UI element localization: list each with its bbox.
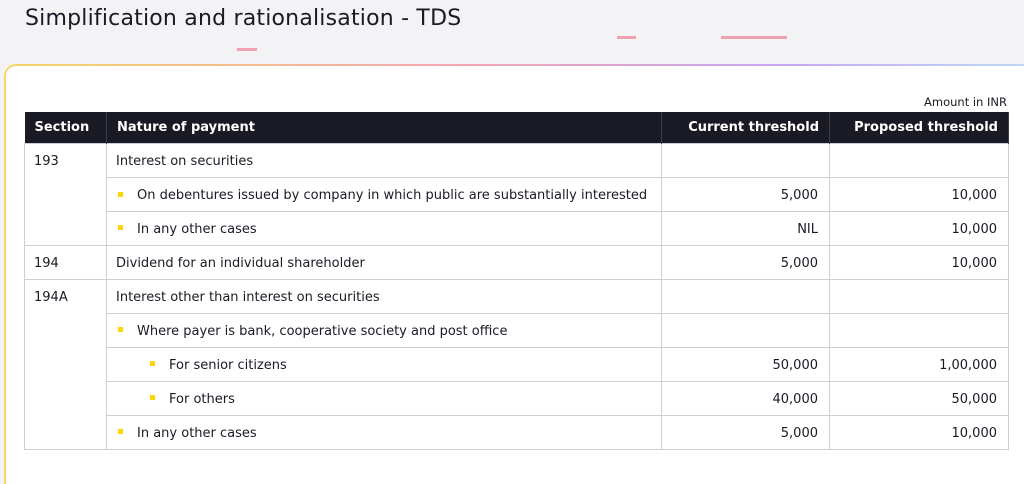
current-cell: 5,000	[661, 415, 830, 450]
proposed-cell: 1,00,000	[829, 347, 1009, 382]
proposed-cell: 50,000	[829, 381, 1009, 416]
bullet-icon	[118, 192, 123, 197]
bullet-icon	[118, 225, 123, 230]
current-cell: 50,000	[661, 347, 830, 382]
nature-cell: Interest on securities	[106, 143, 662, 178]
tds-threshold-table: Section Nature of payment Current thresh…	[24, 112, 1009, 450]
nature-cell: For senior citizens	[106, 347, 662, 382]
table-row: In any other cases 5,000 10,000	[25, 415, 1009, 450]
nature-cell: Interest other than interest on securiti…	[106, 279, 662, 314]
table-header-row: Section Nature of payment Current thresh…	[24, 112, 1009, 144]
header-nature: Nature of payment	[106, 112, 662, 144]
nature-cell: In any other cases	[106, 415, 662, 450]
currency-note: Amount in INR	[924, 95, 1007, 109]
section-cell: 194A	[24, 279, 107, 450]
current-cell: 5,000	[661, 245, 830, 280]
table-row: Where payer is bank, cooperative society…	[25, 313, 1009, 348]
nature-cell: On debentures issued by company in which…	[106, 177, 662, 212]
current-cell	[661, 279, 830, 314]
bullet-icon	[118, 327, 123, 332]
current-cell: NIL	[661, 211, 830, 246]
nature-text: On debentures issued by company in which…	[137, 188, 648, 203]
decor-dash	[617, 36, 636, 39]
proposed-cell: 10,000	[829, 415, 1009, 450]
table-row: 194A Interest other than interest on sec…	[24, 279, 1009, 450]
section-cell: 194	[24, 245, 107, 280]
nature-cell: In any other cases	[106, 211, 662, 246]
section-cell: 193	[24, 143, 107, 246]
proposed-cell	[829, 313, 1009, 348]
nature-text: In any other cases	[137, 426, 257, 441]
table-row: 194 Dividend for an individual sharehold…	[24, 245, 1009, 280]
proposed-cell: 10,000	[829, 211, 1009, 246]
nature-text: In any other cases	[137, 222, 257, 237]
proposed-cell: 10,000	[829, 177, 1009, 212]
table-row: For others 40,000 50,000	[25, 381, 1009, 416]
nature-text: Where payer is bank, cooperative society…	[137, 324, 508, 339]
table-row: For senior citizens 50,000 1,00,000	[25, 347, 1009, 382]
proposed-cell: 10,000	[829, 245, 1009, 280]
header-current-threshold: Current threshold	[661, 112, 830, 144]
current-cell	[661, 313, 830, 348]
nature-cell: Dividend for an individual shareholder	[106, 245, 662, 280]
current-cell	[661, 143, 830, 178]
page-title: Simplification and rationalisation - TDS	[25, 6, 462, 31]
nature-cell: Where payer is bank, cooperative society…	[106, 313, 662, 348]
header-section: Section	[24, 112, 107, 144]
table-row: On debentures issued by company in which…	[25, 177, 1009, 212]
proposed-cell	[829, 279, 1009, 314]
current-cell: 40,000	[661, 381, 830, 416]
nature-cell: For others	[106, 381, 662, 416]
bullet-icon	[150, 395, 155, 400]
table-row: In any other cases NIL 10,000	[25, 211, 1009, 246]
bullet-icon	[150, 361, 155, 366]
panel-gradient-border	[16, 64, 1024, 66]
decor-dash	[237, 48, 257, 51]
nature-text: For others	[169, 392, 235, 407]
current-cell: 5,000	[661, 177, 830, 212]
header-proposed-threshold: Proposed threshold	[829, 112, 1009, 144]
nature-text: For senior citizens	[169, 358, 287, 373]
decor-dash	[721, 36, 787, 39]
proposed-cell	[829, 143, 1009, 178]
bullet-icon	[118, 429, 123, 434]
table-row: 193 Interest on securities	[24, 143, 1009, 246]
